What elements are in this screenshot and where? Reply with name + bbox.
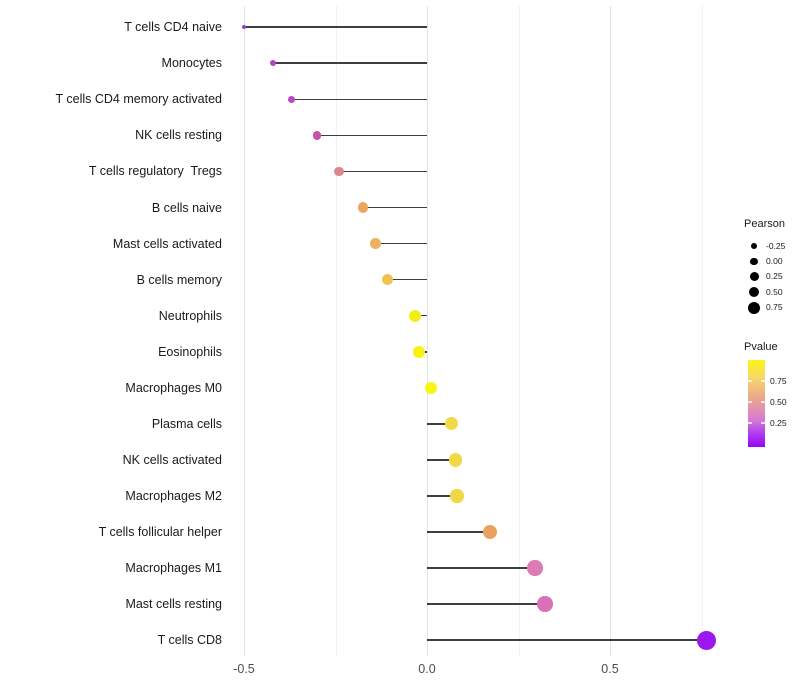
- stem-5: [362, 206, 427, 209]
- y-axis-label: T cells CD8: [157, 633, 222, 648]
- gridline-minor: [701, 6, 703, 656]
- legend-size-dot: [750, 257, 758, 266]
- colorbar-label: 0.25: [770, 417, 787, 428]
- stem-13: [427, 495, 457, 497]
- legend-pvalue-title: Pvalue: [744, 341, 778, 353]
- legend-size-dot: [751, 243, 757, 249]
- y-axis-label: T cells CD4 naive: [124, 20, 222, 35]
- stem-15: [427, 567, 535, 569]
- legend-size-dot: [748, 286, 760, 298]
- data-point: [382, 274, 394, 286]
- y-axis-label: Macrophages M2: [125, 488, 222, 503]
- stem-1: [273, 62, 427, 65]
- data-point: [312, 131, 322, 140]
- stem-4: [339, 170, 427, 173]
- stem-0: [244, 26, 427, 28]
- y-axis-label: NK cells resting: [135, 128, 222, 143]
- y-axis-label: Plasma cells: [151, 416, 222, 431]
- y-axis-label: Monocytes: [161, 56, 222, 71]
- gridline-minor: [335, 6, 337, 656]
- data-point: [334, 166, 344, 177]
- data-point: [696, 630, 716, 650]
- x-axis-tick-label: 0.0: [418, 662, 436, 676]
- legend-size-dot: [748, 301, 760, 314]
- x-axis-tick-label: 0.5: [601, 662, 619, 676]
- y-axis-label: B cells memory: [136, 272, 222, 287]
- legend-size-label: -0.25: [766, 240, 786, 251]
- y-axis-label: Macrophages M0: [125, 380, 222, 395]
- data-point: [482, 524, 497, 540]
- legend-size-label: 0.50: [766, 286, 783, 297]
- y-axis-label: T cells regulatory Tregs: [88, 164, 222, 179]
- stem-14: [427, 531, 490, 533]
- data-point: [287, 95, 296, 103]
- data-point: [357, 202, 369, 213]
- colorbar-tick: [761, 401, 765, 403]
- y-axis-label: T cells CD4 memory activated: [55, 92, 223, 107]
- data-point: [270, 60, 277, 67]
- stem-16: [427, 603, 545, 605]
- colorbar-label: 0.75: [770, 375, 787, 386]
- colorbar-label: 0.50: [770, 396, 787, 407]
- colorbar-tick: [761, 422, 765, 424]
- data-point: [408, 309, 421, 322]
- legend-pearson-title: Pearson: [744, 218, 785, 230]
- stem-11: [427, 423, 452, 425]
- data-point: [370, 238, 382, 249]
- y-axis-label: Macrophages M1: [125, 561, 222, 576]
- gridline-major: [244, 6, 245, 656]
- colorbar-tick: [748, 401, 752, 403]
- gridline-minor: [518, 6, 520, 656]
- data-point: [537, 596, 553, 612]
- legend-size-label: 0.00: [766, 255, 783, 266]
- y-axis-label: B cells naive: [151, 200, 222, 215]
- data-point: [241, 25, 246, 30]
- stem-2: [291, 98, 427, 101]
- y-axis-label: NK cells activated: [122, 452, 222, 467]
- colorbar-tick: [761, 380, 765, 382]
- data-point: [448, 453, 462, 467]
- legend-size-dot: [749, 272, 759, 282]
- colorbar-tick: [748, 380, 752, 382]
- data-point: [527, 560, 543, 576]
- stem-12: [427, 459, 456, 461]
- y-axis-label: Neutrophils: [158, 308, 222, 323]
- gridline-major: [427, 6, 428, 656]
- legend-size-label: 0.25: [766, 271, 783, 282]
- y-axis-label: Eosinophils: [158, 344, 222, 359]
- stem-8: [414, 314, 427, 317]
- gridline-major: [610, 6, 611, 656]
- stem-6: [375, 242, 427, 245]
- stem-17: [427, 639, 707, 641]
- x-axis-tick-label: -0.5: [233, 662, 255, 676]
- data-point: [424, 381, 438, 395]
- colorbar-tick: [748, 422, 752, 424]
- data-point: [450, 489, 464, 503]
- data-point: [412, 345, 425, 358]
- legend-size-label: 0.75: [766, 302, 783, 313]
- pvalue-colorbar: [748, 360, 765, 447]
- data-point: [445, 417, 459, 431]
- y-axis-label: Mast cells activated: [112, 236, 222, 251]
- y-axis-label: T cells follicular helper: [98, 525, 222, 540]
- y-axis-label: Mast cells resting: [125, 597, 222, 612]
- stem-3: [317, 134, 427, 137]
- stem-7: [387, 278, 427, 281]
